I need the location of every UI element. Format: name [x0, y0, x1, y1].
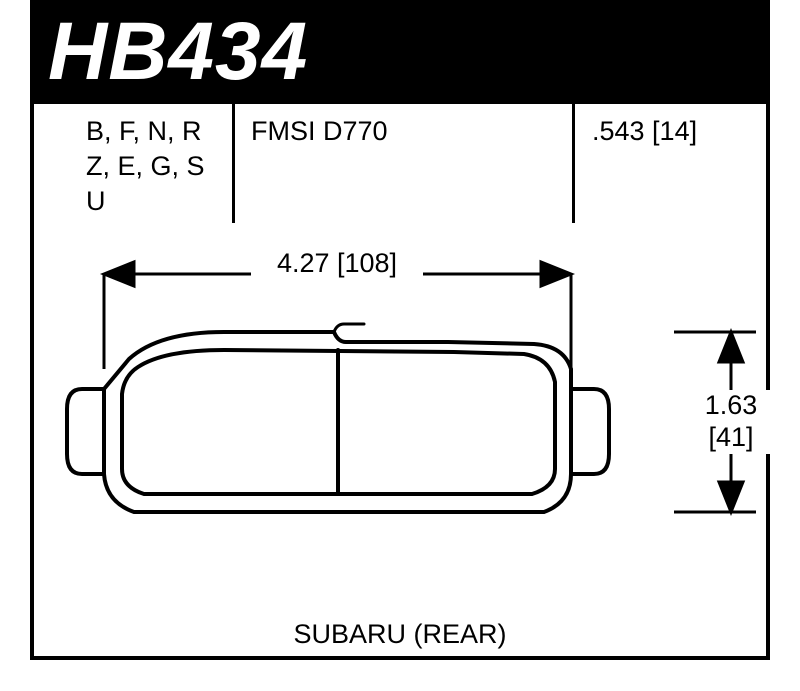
separator	[572, 104, 575, 223]
codes-line: B, F, N, R	[86, 114, 236, 149]
height-dimension-in: 1.63	[705, 390, 758, 420]
pad-diagram: 4.27 [108]	[34, 224, 770, 604]
spec-card: HB434 B, F, N, R Z, E, G, S U FMSI D770 …	[30, 0, 770, 660]
codes-line: Z, E, G, S	[86, 149, 236, 184]
height-dimension-mm: [41]	[708, 422, 753, 452]
info-row: B, F, N, R Z, E, G, S U FMSI D770 .543 […	[34, 104, 766, 224]
part-number: HB434	[48, 5, 308, 99]
footer-label: SUBARU (REAR)	[34, 619, 766, 650]
codes-line: U	[86, 184, 236, 219]
separator	[232, 104, 235, 223]
thickness-value: .543 [14]	[592, 114, 697, 149]
width-dimension: 4.27 [108]	[277, 248, 397, 278]
fmsi-code: FMSI D770	[251, 114, 388, 149]
compound-codes: B, F, N, R Z, E, G, S U	[86, 114, 236, 219]
header-bar: HB434	[34, 4, 766, 104]
